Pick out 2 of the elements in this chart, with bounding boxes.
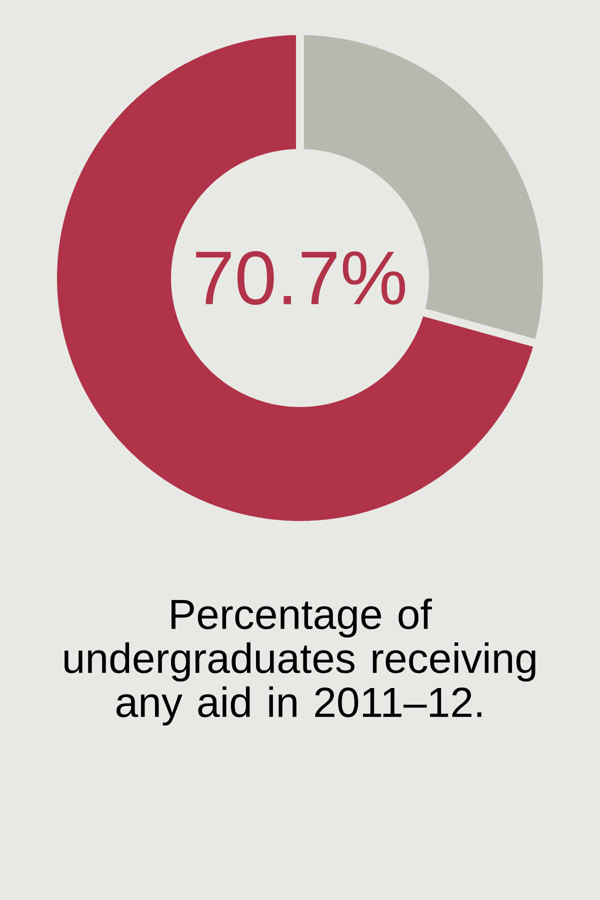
text: Percentage of undergraduates receiving any aid in 2011–12. [64,598,536,726]
text: 70.7% [196,251,406,305]
